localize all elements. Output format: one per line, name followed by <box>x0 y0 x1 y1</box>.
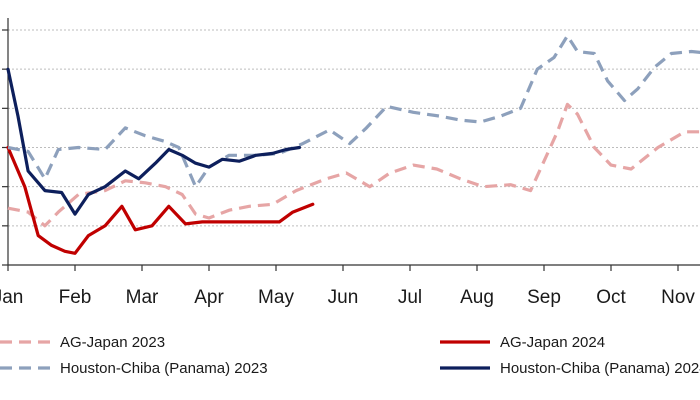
x-tick-label-jun: Jun <box>328 287 359 308</box>
series-line-ag-japan-2023 <box>7 102 700 228</box>
series-line-ag-japan-2024 <box>6 145 315 255</box>
axes <box>2 18 700 271</box>
x-tick-label-apr: Apr <box>194 287 224 308</box>
series-lines <box>6 34 700 255</box>
legend-label-houston-chiba-panama-2023: Houston-Chiba (Panama) 2023 <box>60 360 268 377</box>
legend-label-ag-japan-2023: AG-Japan 2023 <box>60 334 165 351</box>
legend-label-houston-chiba-panama-2024: Houston-Chiba (Panama) 2024 <box>500 360 700 377</box>
series-line-houston-chiba-panama-2024 <box>6 67 301 216</box>
x-tick-label-aug: Aug <box>460 287 494 308</box>
x-tick-labels: Jan Feb Mar Apr May Jun Jul Aug Sep Oct Nov <box>0 287 695 308</box>
legend: AG-Japan 2023 AG-Japan 2024 Houston-Chiba … <box>0 334 700 377</box>
series-line-houston-chiba-panama-2023 <box>7 34 700 189</box>
legend-label-ag-japan-2024: AG-Japan 2024 <box>500 334 605 351</box>
x-tick-label-sep: Sep <box>527 287 561 308</box>
x-tick-label-jul: Jul <box>398 287 422 308</box>
x-tick-label-feb: Feb <box>59 287 92 308</box>
x-tick-label-oct: Oct <box>596 287 626 308</box>
gridlines <box>8 29 700 227</box>
x-tick-label-mar: Mar <box>126 287 159 308</box>
x-tick-label-nov: Nov <box>661 287 695 308</box>
x-tick-label-jan: Jan <box>0 287 23 308</box>
x-tick-label-may: May <box>258 287 294 308</box>
